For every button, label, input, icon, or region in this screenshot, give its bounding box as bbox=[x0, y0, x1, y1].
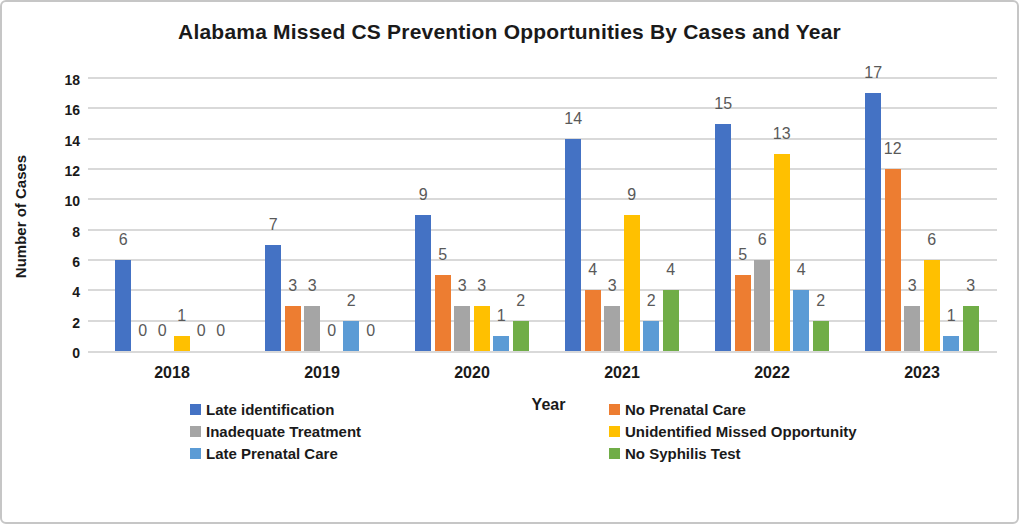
legend-item-no-syphilis-test: No Syphilis Test bbox=[609, 442, 857, 464]
bar-late-identification-2022 bbox=[715, 124, 731, 352]
x-tick-label-2021: 2021 bbox=[547, 363, 697, 383]
y-axis-title: Number of Cases bbox=[12, 137, 29, 297]
gridline bbox=[88, 259, 997, 261]
legend-label: Inadequate Treatment bbox=[206, 423, 361, 440]
legend-item-no-prenatal-care: No Prenatal Care bbox=[609, 398, 857, 420]
value-label: 9 bbox=[610, 187, 654, 203]
bar-no-syphilis-test-2021 bbox=[663, 290, 679, 351]
value-label: 3 bbox=[460, 278, 504, 294]
value-label: 17 bbox=[851, 65, 895, 81]
legend-label: No Syphilis Test bbox=[625, 445, 741, 462]
bar-no-syphilis-test-2022 bbox=[813, 321, 829, 351]
bar-no-prenatal-care-2023 bbox=[885, 169, 901, 351]
bar-late-prenatal-care-2023 bbox=[943, 336, 959, 351]
x-tick-label-2018: 2018 bbox=[97, 363, 247, 383]
value-label: 3 bbox=[290, 278, 334, 294]
value-label: 15 bbox=[701, 96, 745, 112]
gridline bbox=[88, 138, 997, 140]
legend-label: Late Prenatal Care bbox=[206, 445, 338, 462]
value-label: 3 bbox=[949, 278, 993, 294]
value-label: 4 bbox=[649, 262, 693, 278]
bar-no-prenatal-care-2022 bbox=[735, 275, 751, 351]
bar-unidentified-missed-opportunity-2023 bbox=[924, 260, 940, 351]
x-tick-label-2023: 2023 bbox=[847, 363, 997, 383]
legend-label: No Prenatal Care bbox=[625, 401, 746, 418]
chart-frame: Alabama Missed CS Prevention Opportuniti… bbox=[0, 0, 1019, 524]
y-tick-label: 2 bbox=[40, 314, 80, 332]
legend-label: Late identification bbox=[206, 401, 334, 418]
bar-no-syphilis-test-2020 bbox=[513, 321, 529, 351]
legend-swatch-icon bbox=[609, 426, 620, 437]
gridline bbox=[88, 289, 997, 291]
y-tick-label: 14 bbox=[40, 132, 80, 150]
value-label: 4 bbox=[571, 262, 615, 278]
bar-no-prenatal-care-2019 bbox=[285, 306, 301, 352]
value-label: 9 bbox=[401, 187, 445, 203]
x-tick-label-2022: 2022 bbox=[697, 363, 847, 383]
value-label: 7 bbox=[251, 217, 295, 233]
bar-inadequate-treatment-2021 bbox=[604, 306, 620, 352]
value-label: 6 bbox=[910, 232, 954, 248]
bar-late-identification-2023 bbox=[865, 93, 881, 351]
value-label: 0 bbox=[349, 323, 393, 339]
gridline bbox=[88, 229, 997, 231]
bar-inadequate-treatment-2020 bbox=[454, 306, 470, 352]
legend-item-late-identification: Late identification bbox=[190, 398, 361, 420]
legend-swatch-icon bbox=[609, 404, 620, 415]
y-tick-label: 12 bbox=[40, 162, 80, 180]
legend-swatch-icon bbox=[190, 448, 201, 459]
chart-title: Alabama Missed CS Prevention Opportuniti… bbox=[2, 20, 1017, 44]
y-tick-label: 0 bbox=[40, 344, 80, 362]
value-label: 14 bbox=[551, 111, 595, 127]
value-label: 5 bbox=[421, 247, 465, 263]
bar-inadequate-treatment-2022 bbox=[754, 260, 770, 351]
plot-area: 6001007330209533121443924155613421712361… bbox=[88, 80, 997, 353]
bar-inadequate-treatment-2023 bbox=[904, 306, 920, 352]
bar-no-syphilis-test-2023 bbox=[963, 306, 979, 352]
y-tick-label: 16 bbox=[40, 101, 80, 119]
y-tick-label: 8 bbox=[40, 223, 80, 241]
x-tick-label-2020: 2020 bbox=[397, 363, 547, 383]
legend-item-inadequate-treatment: Inadequate Treatment bbox=[190, 420, 361, 442]
bar-late-identification-2020 bbox=[415, 215, 431, 352]
x-tick-label-2019: 2019 bbox=[247, 363, 397, 383]
bar-late-identification-2019 bbox=[265, 245, 281, 351]
y-tick-label: 6 bbox=[40, 253, 80, 271]
legend-swatch-icon bbox=[609, 448, 620, 459]
gridline bbox=[88, 168, 997, 170]
bar-no-prenatal-care-2021 bbox=[585, 290, 601, 351]
value-label: 13 bbox=[760, 126, 804, 142]
value-label: 12 bbox=[871, 141, 915, 157]
legend-item-unidentified-missed-opportunity: Unidentified Missed Opportunity bbox=[609, 420, 857, 442]
legend-swatch-icon bbox=[190, 426, 201, 437]
legend-item-late-prenatal-care: Late Prenatal Care bbox=[190, 442, 361, 464]
value-label: 6 bbox=[101, 232, 145, 248]
bar-unidentified-missed-opportunity-2022 bbox=[774, 154, 790, 351]
legend-swatch-icon bbox=[190, 404, 201, 415]
value-label: 2 bbox=[329, 293, 373, 309]
bar-late-prenatal-care-2020 bbox=[493, 336, 509, 351]
bar-unidentified-missed-opportunity-2021 bbox=[624, 215, 640, 352]
y-tick-label: 4 bbox=[40, 283, 80, 301]
gridline bbox=[88, 107, 997, 109]
x-axis-title: Year bbox=[501, 396, 596, 414]
gridline bbox=[88, 198, 997, 200]
legend-column-2: No Prenatal Care Unidentified Missed Oppo… bbox=[609, 398, 857, 464]
value-label: 2 bbox=[799, 293, 843, 309]
y-tick-label: 10 bbox=[40, 192, 80, 210]
value-label: 0 bbox=[199, 323, 243, 339]
legend-column-1: Late identification Inadequate Treatment L… bbox=[190, 398, 361, 464]
legend-label: Unidentified Missed Opportunity bbox=[625, 423, 857, 440]
value-label: 4 bbox=[779, 262, 823, 278]
value-label: 2 bbox=[499, 293, 543, 309]
y-tick-label: 18 bbox=[40, 71, 80, 89]
bar-late-identification-2021 bbox=[565, 139, 581, 351]
bar-late-prenatal-care-2021 bbox=[643, 321, 659, 351]
